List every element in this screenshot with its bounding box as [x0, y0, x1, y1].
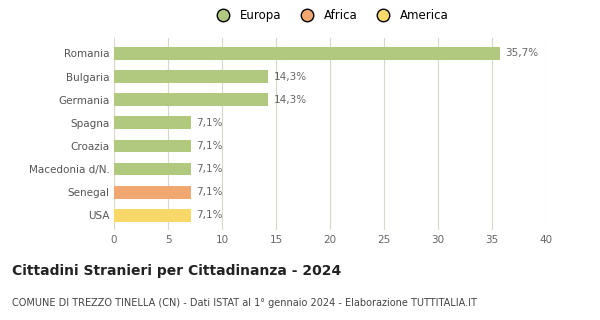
Bar	[114, 163, 191, 175]
Bar	[114, 93, 268, 106]
Text: COMUNE DI TREZZO TINELLA (CN) - Dati ISTAT al 1° gennaio 2024 - Elaborazione TUT: COMUNE DI TREZZO TINELLA (CN) - Dati IST…	[12, 298, 477, 308]
Text: 7,1%: 7,1%	[196, 141, 223, 151]
Bar	[114, 140, 191, 152]
Text: 14,3%: 14,3%	[274, 95, 307, 105]
Bar	[114, 47, 500, 60]
Text: 7,1%: 7,1%	[196, 210, 223, 220]
Bar	[114, 209, 191, 222]
Text: 7,1%: 7,1%	[196, 164, 223, 174]
Text: 14,3%: 14,3%	[274, 72, 307, 82]
Bar	[114, 116, 191, 129]
Legend: Europa, Africa, America: Europa, Africa, America	[209, 7, 451, 25]
Bar	[114, 186, 191, 198]
Text: Cittadini Stranieri per Cittadinanza - 2024: Cittadini Stranieri per Cittadinanza - 2…	[12, 264, 341, 278]
Bar	[114, 70, 268, 83]
Text: 7,1%: 7,1%	[196, 118, 223, 128]
Text: 7,1%: 7,1%	[196, 187, 223, 197]
Text: 35,7%: 35,7%	[505, 49, 538, 59]
